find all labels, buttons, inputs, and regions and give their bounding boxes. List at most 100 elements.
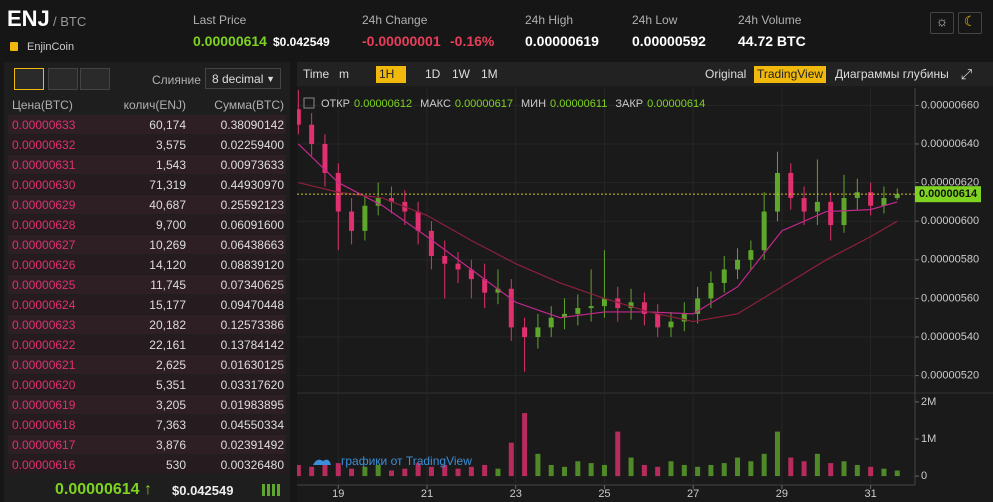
row-background [8, 215, 286, 234]
candle-body [548, 317, 554, 328]
row-background [8, 395, 286, 414]
toolbar-button[interactable]: 1W [452, 67, 471, 81]
ask-price: 0.00000628 [12, 218, 76, 232]
candle-body [841, 198, 847, 226]
candle-body [482, 279, 488, 293]
candle-body [442, 255, 448, 264]
decimal-select[interactable]: 8 decimal ▼ [205, 68, 281, 89]
row-background [8, 235, 286, 254]
stat-label: Last Price [193, 13, 247, 27]
ask-price: 0.00000618 [12, 418, 76, 432]
row-background [8, 455, 286, 474]
row-background [8, 135, 286, 154]
toolbar-button[interactable]: TradingView [757, 67, 823, 81]
volume-bar [335, 463, 341, 477]
ask-total: 0.06438663 [220, 238, 284, 252]
candle-body [748, 250, 754, 260]
candle-body [508, 288, 514, 328]
coin-name: EnjinCoin [27, 41, 75, 53]
x-tick-label: 19 [332, 488, 344, 500]
legend-label: ЗАКР [615, 98, 643, 110]
ask-price: 0.00000626 [12, 258, 76, 272]
y2-tick-label: 1M [921, 433, 936, 445]
volume-bar [841, 461, 847, 477]
ask-amount: 7,363 [155, 418, 186, 432]
ask-total: 0.01983895 [220, 398, 284, 412]
stat-label: 24h Low [632, 13, 678, 27]
volume-bar [455, 468, 461, 477]
candle-body [735, 259, 741, 270]
x-tick-label: 29 [776, 488, 788, 500]
x-tick-label: 31 [865, 488, 877, 500]
ask-amount: 1,543 [155, 158, 186, 172]
volume-bar [854, 464, 860, 477]
volume-bar [828, 463, 834, 477]
row-background [8, 435, 286, 454]
toolbar-button[interactable]: m [339, 67, 349, 81]
stat-label: 24h Volume [738, 13, 802, 27]
candle-body [562, 313, 568, 318]
candle-body [455, 263, 461, 270]
candle-body [309, 124, 315, 144]
volume-bar [748, 461, 754, 477]
stat-value: 0.00000614 [193, 33, 267, 49]
candle-body [428, 230, 434, 256]
candle-body [721, 269, 727, 283]
stat-label: 24h High [525, 13, 574, 27]
fullscreen-button[interactable]: ⤢ [961, 66, 972, 82]
stat-extra: -0.16% [450, 33, 495, 49]
moving-average [298, 182, 898, 323]
y-tick-label: 0.00000640 [921, 138, 979, 150]
candle-body [668, 321, 674, 328]
volume-bar [721, 463, 727, 477]
volume-bar [297, 464, 301, 477]
volume-bar [735, 457, 741, 477]
candle-body [415, 211, 421, 231]
legend-value: 0.00000611 [550, 98, 607, 110]
light-theme-button[interactable]: ☼ [930, 12, 954, 34]
volume-bar [868, 466, 874, 477]
toolbar-button[interactable]: 1D [425, 67, 441, 81]
row-background [8, 335, 286, 354]
view-both-button[interactable] [14, 68, 44, 90]
y-tick-label: 0.00000580 [921, 254, 979, 266]
legend-value: 0.00000612 [354, 98, 412, 110]
toolbar-button[interactable]: 1M [481, 67, 498, 81]
view-asks-button[interactable] [80, 68, 110, 90]
ask-price: 0.00000624 [12, 298, 76, 312]
ask-price: 0.00000617 [12, 438, 76, 452]
column-header: Цена(BTC) [12, 98, 73, 112]
last-price-label: 0.00000614 [919, 188, 978, 200]
candle-body [868, 192, 874, 206]
candle-body [814, 201, 820, 212]
toolbar-button[interactable]: Диаграммы глубины [835, 67, 949, 81]
volume-bar [535, 453, 541, 477]
ask-amount: 60,174 [149, 118, 186, 132]
ask-price: 0.00000632 [12, 138, 76, 152]
candle-body [575, 308, 581, 314]
volume-bar [482, 464, 488, 477]
merge-label: Слияние [152, 73, 201, 87]
row-background [8, 195, 286, 214]
volume-bar [628, 457, 634, 477]
dark-theme-button[interactable]: ☾ [958, 12, 982, 34]
volume-bar [708, 464, 714, 477]
toolbar-button[interactable]: Time [303, 67, 330, 81]
toolbar-button[interactable]: 1H [379, 67, 394, 81]
ask-total: 0.13784142 [220, 338, 284, 352]
toolbar-button[interactable]: Original [705, 67, 746, 81]
row-background [8, 115, 286, 134]
x-tick-label: 25 [598, 488, 610, 500]
ask-price: 0.00000629 [12, 198, 76, 212]
volume-bar [801, 461, 807, 477]
row-background [8, 295, 286, 314]
volume-bar [442, 464, 448, 477]
ask-total: 0.08839120 [220, 258, 284, 272]
stat-label: 24h Change [362, 13, 428, 27]
view-bids-button[interactable] [48, 68, 78, 90]
ask-total: 0.25592123 [220, 198, 284, 212]
volume-bar [668, 461, 674, 477]
ask-amount: 530 [165, 458, 186, 472]
volume-bar [402, 468, 408, 477]
legend-toggle[interactable] [303, 97, 315, 109]
